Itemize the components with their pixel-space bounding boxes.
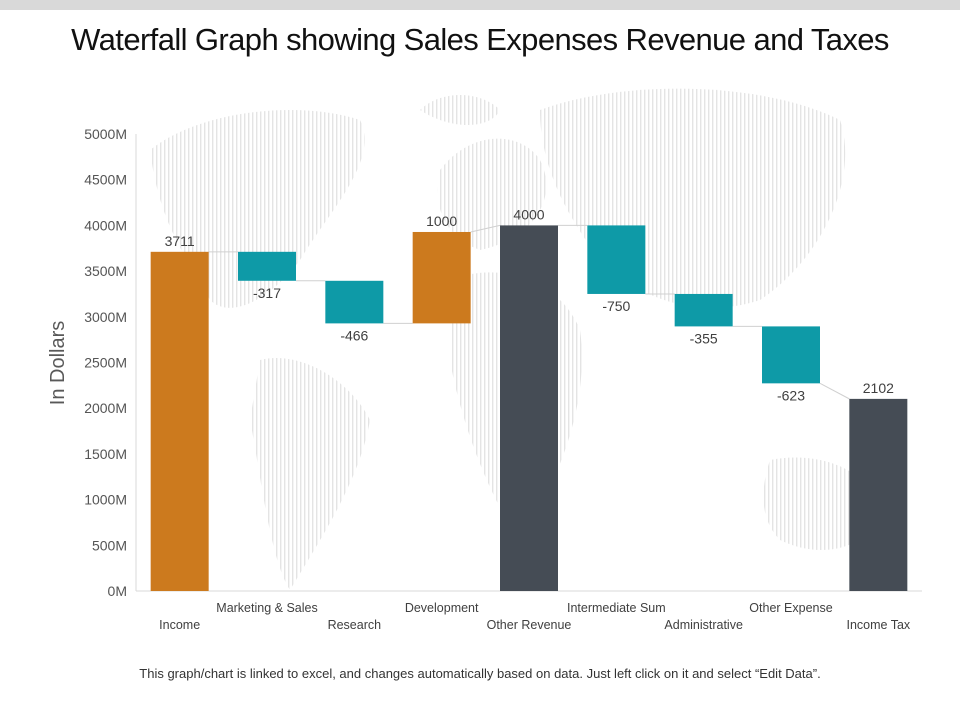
data-label: -750 [602,298,630,314]
data-label: -466 [340,327,368,343]
chart-title: Waterfall Graph showing Sales Expenses R… [71,22,889,57]
x-tick-label: Other Expense [749,601,832,615]
y-tick-label: 4500M [84,172,127,188]
connectors [208,224,850,400]
y-tick-label: 2000M [84,400,127,416]
data-label: -317 [253,285,281,301]
data-label: -355 [690,330,718,346]
y-tick-label: 3500M [84,263,127,279]
y-tick-label: 3000M [84,309,127,325]
y-tick-label: 5000M [84,126,127,142]
bar-income-tax[interactable] [849,398,908,591]
connector-line [470,224,501,233]
x-tick-label: Income Tax [846,618,910,632]
category-labels: Income Marketing & Sales Research Developme… [159,601,911,632]
data-label: 4000 [513,206,544,222]
map-region [420,95,500,125]
x-tick-label: Marketing & Sales [216,601,317,615]
bar-other-revenue[interactable] [500,225,558,591]
bar-administrative[interactable] [674,293,733,327]
y-axis-title: In Dollars [47,321,69,405]
map-region [437,138,547,250]
x-tick-label: Income [159,618,200,632]
footnote: This graph/chart is linked to excel, and… [139,666,821,681]
data-labels: 3711 -317 -466 1000 4000 -750 -355 -623 2102 [165,206,895,403]
x-tick-label: Intermediate Sum [567,601,666,615]
y-tick-label: 2500M [84,355,127,371]
y-tick-label: 0M [108,583,127,599]
y-tick-label: 1000M [84,492,127,508]
y-tick-label: 1500M [84,446,127,462]
x-tick-label: Research [328,618,382,632]
x-tick-label: Development [405,601,479,615]
bar-other-expense[interactable] [762,326,820,384]
x-tick-label: Other Revenue [487,618,572,632]
data-label: 1000 [426,213,457,229]
x-tick-label: Administrative [664,618,743,632]
data-label: 2102 [863,380,894,396]
y-tick-label: 4000M [84,217,127,233]
bar-development[interactable] [412,231,471,324]
connector-line [819,382,850,400]
bar-intermediate-sum[interactable] [587,225,646,294]
bars [150,225,908,591]
top-bar [0,0,960,10]
data-label: 3711 [165,233,195,249]
bar-marketing-sales[interactable] [238,251,296,281]
y-tick-label: 500M [92,537,127,553]
bar-income[interactable] [150,251,209,591]
data-label: -623 [777,387,805,403]
map-region [540,88,846,308]
map-region [250,358,370,590]
bar-research[interactable] [325,280,384,324]
axes: 0M 500M 1000M 1500M 2000M 2500M 3000M 3500M 4000… [84,126,922,599]
